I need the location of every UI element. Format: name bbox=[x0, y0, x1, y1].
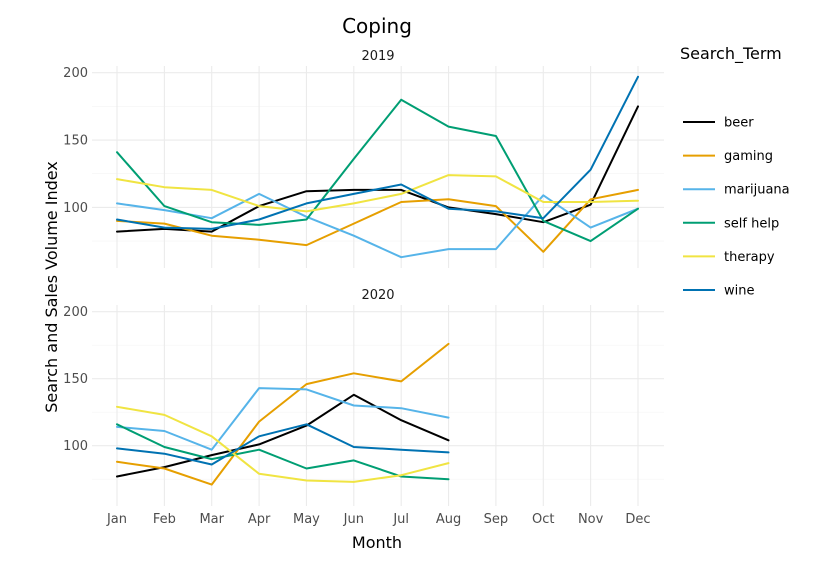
panel-2019: 2019 100 150 200 bbox=[63, 49, 664, 268]
y-tick-label: 100 bbox=[63, 439, 88, 454]
series-line-gaming bbox=[116, 188, 639, 253]
x-tick-label: Oct bbox=[532, 512, 554, 527]
legend-item-marijuana: marijuana bbox=[683, 183, 790, 198]
x-tick-label: Jan bbox=[106, 512, 127, 527]
gridlines bbox=[92, 305, 664, 506]
series-line-marijuana bbox=[116, 192, 639, 259]
panel-2020: 2020 100 150 200 bbox=[63, 288, 664, 506]
legend-item-beer: beer bbox=[683, 116, 754, 131]
x-tick-label: May bbox=[293, 512, 320, 527]
series-line-self-help bbox=[116, 98, 639, 243]
series-line-therapy bbox=[116, 174, 639, 213]
x-tick-label: Feb bbox=[153, 512, 176, 527]
y-tick-label: 200 bbox=[63, 305, 88, 320]
series-lines bbox=[116, 75, 639, 259]
x-tick-label: Sep bbox=[484, 512, 509, 527]
series-lines bbox=[116, 342, 450, 486]
legend-item-wine: wine bbox=[683, 284, 754, 299]
legend-label: gaming bbox=[724, 149, 773, 164]
series-line-therapy bbox=[116, 405, 450, 483]
legend-item-gaming: gaming bbox=[683, 149, 773, 164]
series-line-marijuana bbox=[116, 387, 450, 451]
legend-title: Search_Term bbox=[680, 44, 782, 64]
facet-panels: 2019 100 150 200 2020 100 150 200 bbox=[63, 49, 664, 506]
series-line-wine bbox=[116, 75, 639, 230]
x-tick-label: Aug bbox=[436, 512, 461, 527]
x-tick-label: Apr bbox=[248, 512, 271, 527]
legend-items: beer gaming marijuana self help therapy wine bbox=[683, 116, 790, 299]
series-line-beer bbox=[116, 393, 450, 478]
legend-label: marijuana bbox=[724, 183, 790, 198]
panel-strip-label: 2020 bbox=[361, 288, 394, 303]
x-tick-label: Jun bbox=[343, 512, 364, 527]
legend-item-therapy: therapy bbox=[683, 250, 775, 265]
legend-label: beer bbox=[724, 116, 754, 131]
legend: Search_Term beer gaming marijuana self help… bbox=[680, 44, 790, 299]
gridlines bbox=[92, 66, 664, 268]
y-tick-label: 100 bbox=[63, 201, 88, 216]
panel-strip-label: 2019 bbox=[361, 49, 394, 64]
y-tick-label: 200 bbox=[63, 66, 88, 81]
chart-title: Coping bbox=[342, 14, 412, 38]
legend-label: self help bbox=[724, 216, 779, 231]
series-line-wine bbox=[116, 423, 450, 466]
x-tick-label: Dec bbox=[625, 512, 650, 527]
x-tick-label: Nov bbox=[578, 512, 604, 527]
legend-item-self-help: self help bbox=[683, 216, 779, 231]
x-tick-label: Jul bbox=[392, 512, 409, 527]
y-axis-title: Search and Sales Volume Index bbox=[42, 161, 61, 413]
y-tick-label: 150 bbox=[63, 134, 88, 149]
legend-label: therapy bbox=[724, 250, 775, 265]
x-axis: Jan Feb Mar Apr May Jun Jul Aug Sep Oct Nov Dec bbox=[106, 512, 651, 527]
series-line-self-help bbox=[116, 423, 450, 481]
series-line-gaming bbox=[116, 342, 450, 486]
legend-label: wine bbox=[724, 284, 754, 299]
x-axis-title: Month bbox=[352, 533, 402, 552]
y-tick-label: 150 bbox=[63, 372, 88, 387]
x-tick-label: Mar bbox=[199, 512, 224, 527]
